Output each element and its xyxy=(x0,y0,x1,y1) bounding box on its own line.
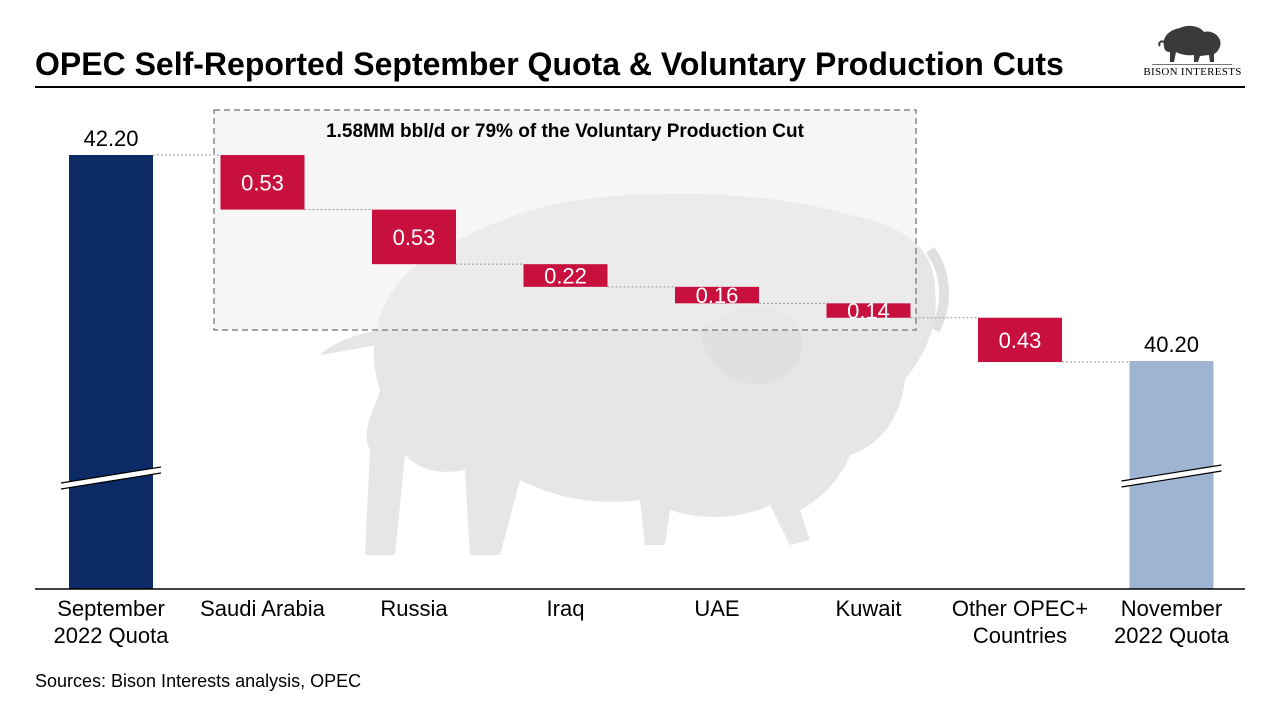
logo-divider xyxy=(1152,64,1232,65)
category-label-7-1: 2022 Quota xyxy=(1114,623,1230,648)
category-label-1-0: Saudi Arabia xyxy=(200,596,326,621)
bar-1 xyxy=(220,155,305,210)
value-label-6: 0.43 xyxy=(999,328,1042,353)
category-label-0-1: 2022 Quota xyxy=(54,623,170,648)
category-label-6-1: Countries xyxy=(973,623,1067,648)
bar-5 xyxy=(826,303,911,318)
value-label-7: 40.20 xyxy=(1144,332,1199,357)
bar-4 xyxy=(675,286,759,304)
category-label-4-0: UAE xyxy=(694,596,739,621)
bar-3 xyxy=(523,264,608,287)
bars xyxy=(60,155,1222,589)
annotation-box xyxy=(213,109,917,331)
category-label-5-0: Kuwait xyxy=(835,596,901,621)
connectors xyxy=(153,154,1130,363)
logo xyxy=(1130,18,1255,84)
page-title: OPEC Self-Reported September Quota & Vol… xyxy=(35,46,1064,82)
value-label-2: 0.53 xyxy=(393,225,436,250)
bar-0 xyxy=(69,155,153,589)
title-divider xyxy=(35,86,1245,88)
sources-note: Sources: Bison Interests analysis, OPEC xyxy=(35,671,362,691)
axis-break-0 xyxy=(60,466,162,490)
logo-wordmark: BISON INTERESTS xyxy=(1143,66,1242,78)
value-label-5: 0.14 xyxy=(847,299,890,324)
category-label-7-0: November xyxy=(1121,596,1222,621)
category-label-0-0: September xyxy=(57,596,165,621)
category-label-6-0: Other OPEC+ xyxy=(952,596,1088,621)
labels: 42.20 0.53 0.53 0.22 0.16 0.14 0.43 40.20 xyxy=(83,126,1199,357)
value-label-1: 0.53 xyxy=(241,170,284,195)
value-label-0: 42.20 xyxy=(83,126,138,151)
bar-2 xyxy=(372,209,456,265)
value-label-4: 0.16 xyxy=(696,283,739,308)
annotation-text: 1.58MM bbl/d or 79% of the Voluntary Pro… xyxy=(326,121,805,142)
bar-6 xyxy=(978,317,1062,363)
bison-icon xyxy=(1158,25,1221,62)
axis-break-7 xyxy=(1121,464,1222,488)
category-label-3-0: Iraq xyxy=(547,596,585,621)
value-label-3: 0.22 xyxy=(544,264,587,289)
category-label-2-0: Russia xyxy=(380,596,448,621)
